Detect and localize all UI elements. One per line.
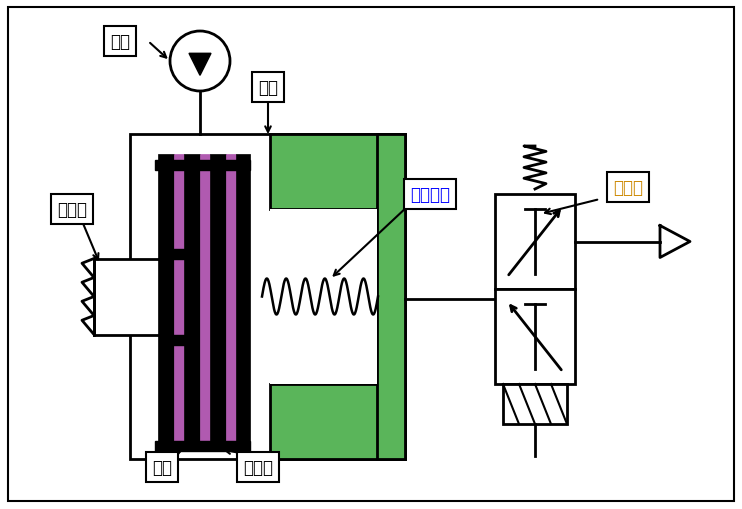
Bar [503, 384, 567, 424]
Bar [236, 155, 250, 443]
Text: 中间轴: 中间轴 [57, 201, 87, 218]
Text: 摩擦片: 摩擦片 [243, 458, 273, 476]
Bar [495, 290, 575, 384]
Bar [270, 135, 405, 210]
Bar [184, 155, 200, 443]
Bar [200, 155, 210, 443]
Bar [130, 135, 405, 459]
Bar [377, 135, 405, 459]
Bar [270, 384, 405, 459]
Text: 活塞: 活塞 [258, 79, 278, 97]
Bar [94, 259, 160, 335]
Bar [174, 155, 184, 443]
Bar [226, 155, 236, 443]
Bar [495, 194, 575, 290]
Bar [172, 249, 192, 259]
Bar [155, 441, 250, 451]
Bar [158, 155, 174, 443]
Text: 油泵: 油泵 [110, 33, 130, 51]
Text: 回位弹簧: 回位弹簧 [410, 186, 450, 204]
Polygon shape [189, 54, 211, 76]
Bar [155, 161, 250, 171]
Bar [172, 335, 192, 345]
Bar [210, 155, 226, 443]
Text: 钒片: 钒片 [152, 458, 172, 476]
Text: 电磁阀: 电磁阀 [613, 179, 643, 196]
Bar [270, 210, 377, 384]
